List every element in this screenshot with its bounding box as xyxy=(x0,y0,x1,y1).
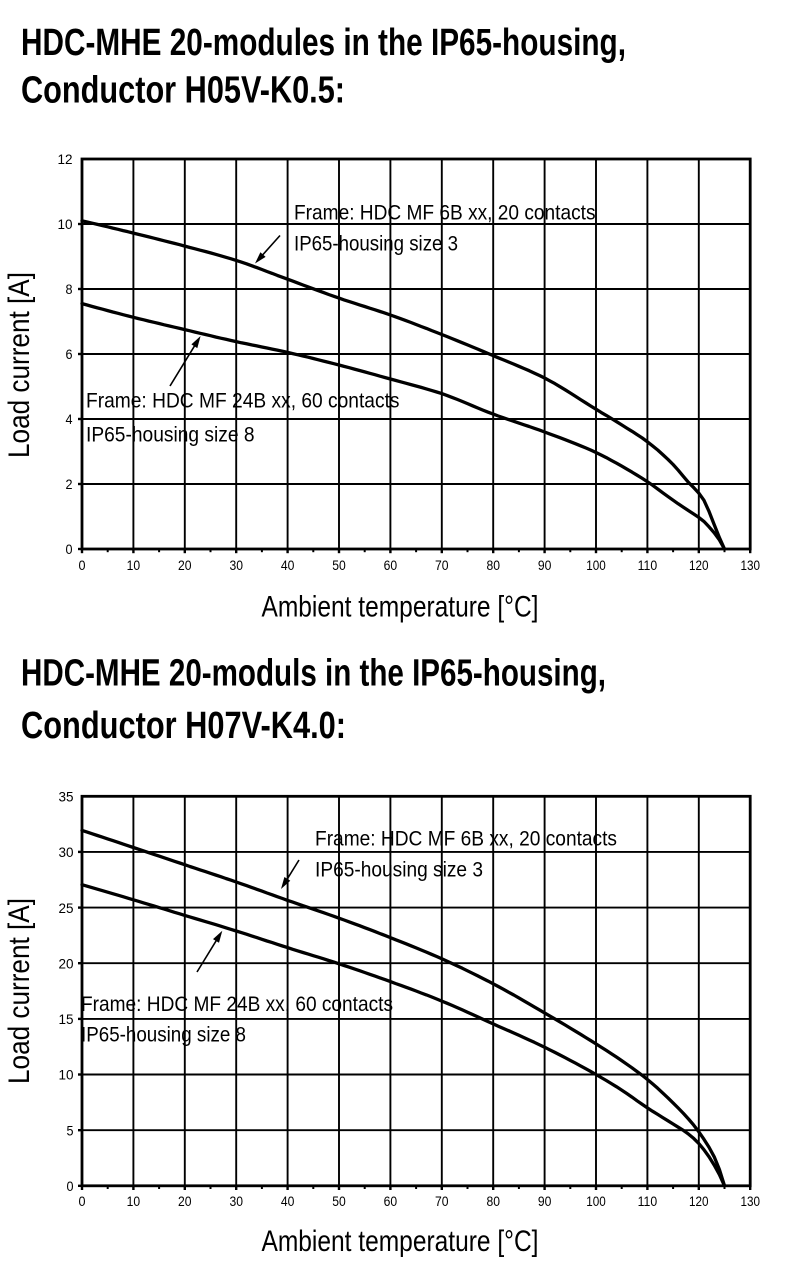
svg-text:90: 90 xyxy=(538,1194,552,1210)
svg-text:50: 50 xyxy=(332,558,346,574)
svg-text:HDC-MHE 20-modules in the IP65: HDC-MHE 20-modules in the IP65-housing, xyxy=(21,22,626,64)
svg-text:100: 100 xyxy=(586,558,606,574)
svg-text:10: 10 xyxy=(127,1194,141,1210)
svg-text:Load current [A]: Load current [A] xyxy=(3,898,36,1084)
svg-text:Frame: HDC MF 6B xx, 20 contac: Frame: HDC MF 6B xx, 20 contacts xyxy=(315,828,617,851)
svg-text:0: 0 xyxy=(79,558,86,574)
svg-text:IP65-housing size 8: IP65-housing size 8 xyxy=(86,424,255,447)
svg-text:5: 5 xyxy=(67,1123,74,1139)
svg-text:15: 15 xyxy=(59,1012,74,1028)
svg-text:Load current [A]: Load current [A] xyxy=(3,272,36,458)
svg-text:80: 80 xyxy=(486,558,500,574)
svg-text:Ambient temperature [°C]: Ambient temperature [°C] xyxy=(262,591,539,624)
svg-text:120: 120 xyxy=(689,558,709,574)
svg-text:20: 20 xyxy=(59,956,74,972)
svg-text:30: 30 xyxy=(229,558,243,574)
svg-text:50: 50 xyxy=(332,1194,346,1210)
svg-text:110: 110 xyxy=(638,1194,658,1210)
svg-text:25: 25 xyxy=(59,901,74,917)
svg-text:IP65-housing size 8: IP65-housing size 8 xyxy=(81,1024,246,1047)
svg-text:Frame: HDC MF 6B xx, 20 contac: Frame: HDC MF 6B xx, 20 contacts xyxy=(294,202,596,225)
svg-text:40: 40 xyxy=(281,1194,295,1210)
svg-text:12: 12 xyxy=(58,152,73,168)
svg-text:0: 0 xyxy=(66,542,73,558)
svg-text:4: 4 xyxy=(66,412,73,428)
svg-text:80: 80 xyxy=(486,1194,500,1210)
svg-text:Conductor H07V-K4.0:: Conductor H07V-K4.0: xyxy=(21,705,346,747)
svg-text:Frame: HDC MF 24B xx, 60 conta: Frame: HDC MF 24B xx, 60 contacts xyxy=(81,993,393,1016)
svg-text:0: 0 xyxy=(67,1179,74,1195)
svg-text:Conductor H05V-K0.5:: Conductor H05V-K0.5: xyxy=(21,70,345,112)
svg-text:IP65-housing size 3: IP65-housing size 3 xyxy=(294,233,458,256)
svg-text:10: 10 xyxy=(59,1068,74,1084)
svg-text:120: 120 xyxy=(689,1194,709,1210)
svg-text:60: 60 xyxy=(384,558,398,574)
svg-text:HDC-MHE 20-moduls in the IP65-: HDC-MHE 20-moduls in the IP65-housing, xyxy=(21,653,606,695)
svg-text:20: 20 xyxy=(178,1194,192,1210)
svg-text:IP65-housing size 3: IP65-housing size 3 xyxy=(315,859,483,882)
svg-text:90: 90 xyxy=(538,558,552,574)
svg-text:6: 6 xyxy=(66,347,73,363)
svg-text:Ambient temperature [°C]: Ambient temperature [°C] xyxy=(262,1225,539,1258)
svg-text:110: 110 xyxy=(638,558,658,574)
svg-text:130: 130 xyxy=(740,1194,760,1210)
svg-text:70: 70 xyxy=(435,1194,449,1210)
svg-text:60: 60 xyxy=(384,1194,398,1210)
svg-text:2: 2 xyxy=(66,477,73,493)
svg-text:40: 40 xyxy=(281,558,295,574)
svg-text:100: 100 xyxy=(586,1194,606,1210)
svg-text:10: 10 xyxy=(127,558,141,574)
svg-text:Frame: HDC MF 24B xx, 60 conta: Frame: HDC MF 24B xx, 60 contacts xyxy=(86,390,400,413)
svg-text:70: 70 xyxy=(435,558,449,574)
svg-text:8: 8 xyxy=(66,282,73,298)
svg-text:20: 20 xyxy=(178,558,192,574)
svg-text:30: 30 xyxy=(229,1194,243,1210)
svg-text:0: 0 xyxy=(79,1194,86,1210)
svg-text:10: 10 xyxy=(58,217,73,233)
svg-text:30: 30 xyxy=(59,845,74,861)
svg-text:130: 130 xyxy=(740,558,760,574)
svg-text:35: 35 xyxy=(59,790,74,806)
